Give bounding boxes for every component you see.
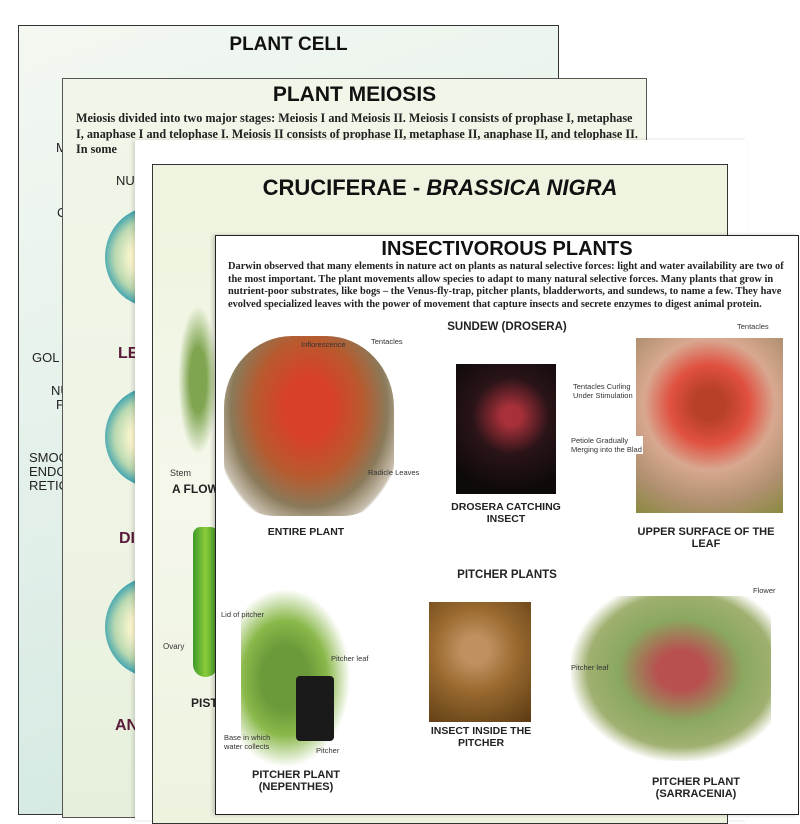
annotation: Petiole Gradually Merging into the Blad bbox=[571, 436, 643, 454]
poster-title: PLANT CELL bbox=[229, 34, 348, 55]
label: NU bbox=[116, 173, 135, 188]
label: AN bbox=[115, 717, 139, 734]
label: LE bbox=[118, 345, 139, 362]
caption: PITCHER PLANT (NEPENTHES) bbox=[252, 769, 340, 793]
caption: ENTIRE PLANT bbox=[267, 526, 345, 538]
poster-title: PLANT MEIOSIS bbox=[272, 83, 437, 106]
annotation: Tentacles bbox=[371, 337, 403, 346]
annotation: Tentacles Curling Under Stimulation bbox=[573, 382, 633, 400]
caption: DROSERA CATCHING INSECT bbox=[451, 501, 561, 525]
section-heading: PITCHER PLANTS bbox=[457, 569, 557, 581]
label: C bbox=[57, 206, 66, 220]
annotation: Inflorescence bbox=[301, 340, 346, 349]
annotation: Lid of pitcher bbox=[221, 610, 264, 619]
poster-title: CRUCIFERAE - BRASSICA NIGRA bbox=[153, 175, 727, 201]
pot-image bbox=[296, 676, 334, 741]
title-text: CRUCIFERAE - bbox=[262, 175, 427, 200]
insectivorous-plants-poster: INSECTIVOROUS PLANTS Darwin observed tha… bbox=[215, 235, 799, 815]
label: SMOO ENDO RETIC bbox=[29, 450, 69, 493]
label: Stem bbox=[170, 468, 192, 478]
label: Ovary bbox=[163, 642, 185, 651]
section-heading: SUNDEW (DROSERA) bbox=[447, 321, 567, 333]
annotation: Radicle Leaves bbox=[368, 468, 420, 477]
caption: UPPER SURFACE OF THE LEAF bbox=[637, 526, 775, 550]
annotation: Pitcher leaf bbox=[331, 654, 369, 663]
insect-inside-pitcher-image bbox=[429, 602, 531, 722]
poster-text: Meiosis divided into two major stages: M… bbox=[76, 111, 638, 156]
caption: INSECT INSIDE THE PITCHER bbox=[430, 725, 532, 749]
drosera-catching-insect-image bbox=[456, 364, 556, 494]
annotation: Tentacles bbox=[737, 322, 769, 331]
label: DI bbox=[119, 530, 135, 547]
title-italic: BRASSICA NIGRA bbox=[426, 175, 618, 200]
label: GOL bbox=[32, 350, 60, 365]
annotation: Pitcher leaf bbox=[571, 663, 609, 672]
annotation: Pitcher bbox=[316, 746, 340, 755]
poster-title: INSECTIVOROUS PLANTS bbox=[381, 238, 633, 260]
annotation: Flower bbox=[753, 586, 776, 595]
pistil-illustration bbox=[193, 527, 218, 677]
leaf-surface-image bbox=[636, 338, 783, 513]
plant-illustration bbox=[178, 305, 218, 455]
intro-text: Darwin observed that many elements in na… bbox=[228, 261, 784, 310]
label: PIST bbox=[191, 696, 218, 710]
label: M bbox=[56, 141, 67, 155]
annotation: Base in which water collects bbox=[224, 733, 271, 751]
entire-plant-image bbox=[224, 336, 394, 516]
caption: PITCHER PLANT (SARRACENIA) bbox=[652, 776, 740, 800]
label: A FLOW bbox=[172, 482, 219, 496]
sarracenia-image bbox=[571, 596, 771, 761]
